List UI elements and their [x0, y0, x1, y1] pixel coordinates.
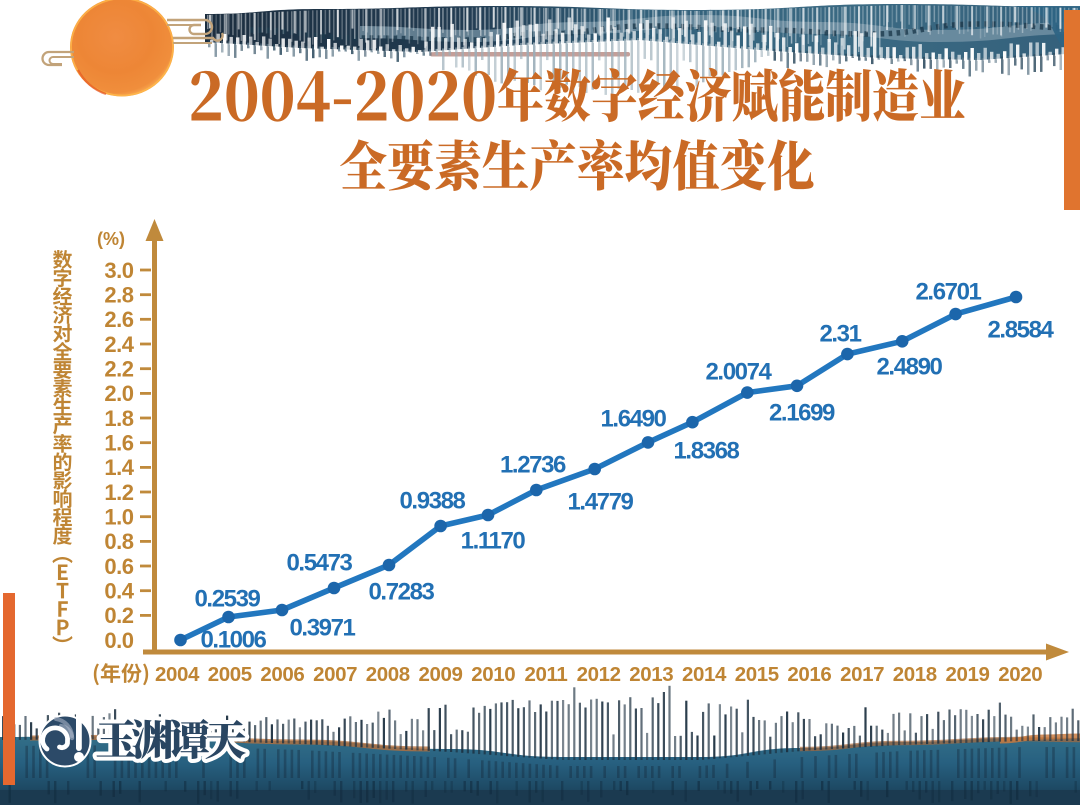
svg-text:0.8: 0.8 — [104, 529, 133, 554]
svg-text:0.3971: 0.3971 — [289, 615, 355, 642]
svg-text:2011: 2011 — [524, 663, 567, 686]
svg-text:2.0074: 2.0074 — [705, 359, 772, 386]
svg-text:2.2: 2.2 — [104, 357, 133, 382]
svg-text:1.8: 1.8 — [104, 406, 133, 431]
svg-text:1.6: 1.6 — [104, 431, 133, 456]
svg-text:2006: 2006 — [260, 663, 304, 686]
svg-text:1.6490: 1.6490 — [600, 406, 666, 433]
svg-text:2.4: 2.4 — [104, 332, 134, 357]
svg-text:2.8584: 2.8584 — [987, 317, 1054, 344]
svg-text:2012: 2012 — [577, 663, 621, 686]
svg-text:2.31: 2.31 — [819, 321, 861, 348]
svg-text:2.0: 2.0 — [104, 381, 133, 406]
svg-text:0.2: 0.2 — [104, 603, 133, 628]
svg-text:1.1170: 1.1170 — [461, 528, 526, 555]
svg-text:1.8368: 1.8368 — [673, 438, 739, 465]
svg-text:0.2539: 0.2539 — [194, 586, 260, 613]
svg-text:2017: 2017 — [840, 663, 884, 686]
svg-text:2009: 2009 — [418, 663, 462, 686]
svg-text:0.5473: 0.5473 — [286, 550, 352, 577]
svg-text:1.4779: 1.4779 — [567, 489, 633, 516]
svg-text:2015: 2015 — [735, 663, 779, 686]
svg-text:0.0: 0.0 — [104, 628, 133, 653]
svg-text:2018: 2018 — [893, 663, 937, 686]
svg-text:2.4890: 2.4890 — [876, 354, 942, 381]
svg-text:(%): (%) — [97, 229, 125, 249]
svg-text:0.4: 0.4 — [104, 579, 134, 604]
svg-text:2.6: 2.6 — [104, 307, 133, 332]
svg-text:1.2: 1.2 — [104, 480, 133, 505]
svg-text:2008: 2008 — [366, 663, 410, 686]
svg-text:2005: 2005 — [208, 663, 252, 686]
svg-text:2019: 2019 — [945, 663, 989, 686]
svg-text:2.6701: 2.6701 — [915, 279, 981, 306]
svg-text:1.0: 1.0 — [104, 505, 133, 530]
svg-text:2.1699: 2.1699 — [769, 400, 835, 427]
svg-text:0.6: 0.6 — [104, 554, 133, 579]
svg-text:0.1006: 0.1006 — [200, 627, 266, 654]
svg-text:2014: 2014 — [682, 663, 727, 686]
svg-text:2020: 2020 — [998, 663, 1042, 686]
svg-text:1.4: 1.4 — [104, 455, 134, 480]
svg-text:0.7283: 0.7283 — [368, 579, 434, 606]
svg-text:2013: 2013 — [629, 663, 673, 686]
svg-text:2.8: 2.8 — [104, 283, 133, 308]
svg-text:0.9388: 0.9388 — [399, 488, 465, 515]
svg-text:2004: 2004 — [155, 663, 200, 686]
svg-text:3.0: 3.0 — [104, 258, 133, 283]
svg-text:2007: 2007 — [313, 663, 357, 686]
svg-text:2016: 2016 — [787, 663, 831, 686]
svg-text:2010: 2010 — [471, 663, 515, 686]
svg-text:1.2736: 1.2736 — [500, 452, 566, 479]
